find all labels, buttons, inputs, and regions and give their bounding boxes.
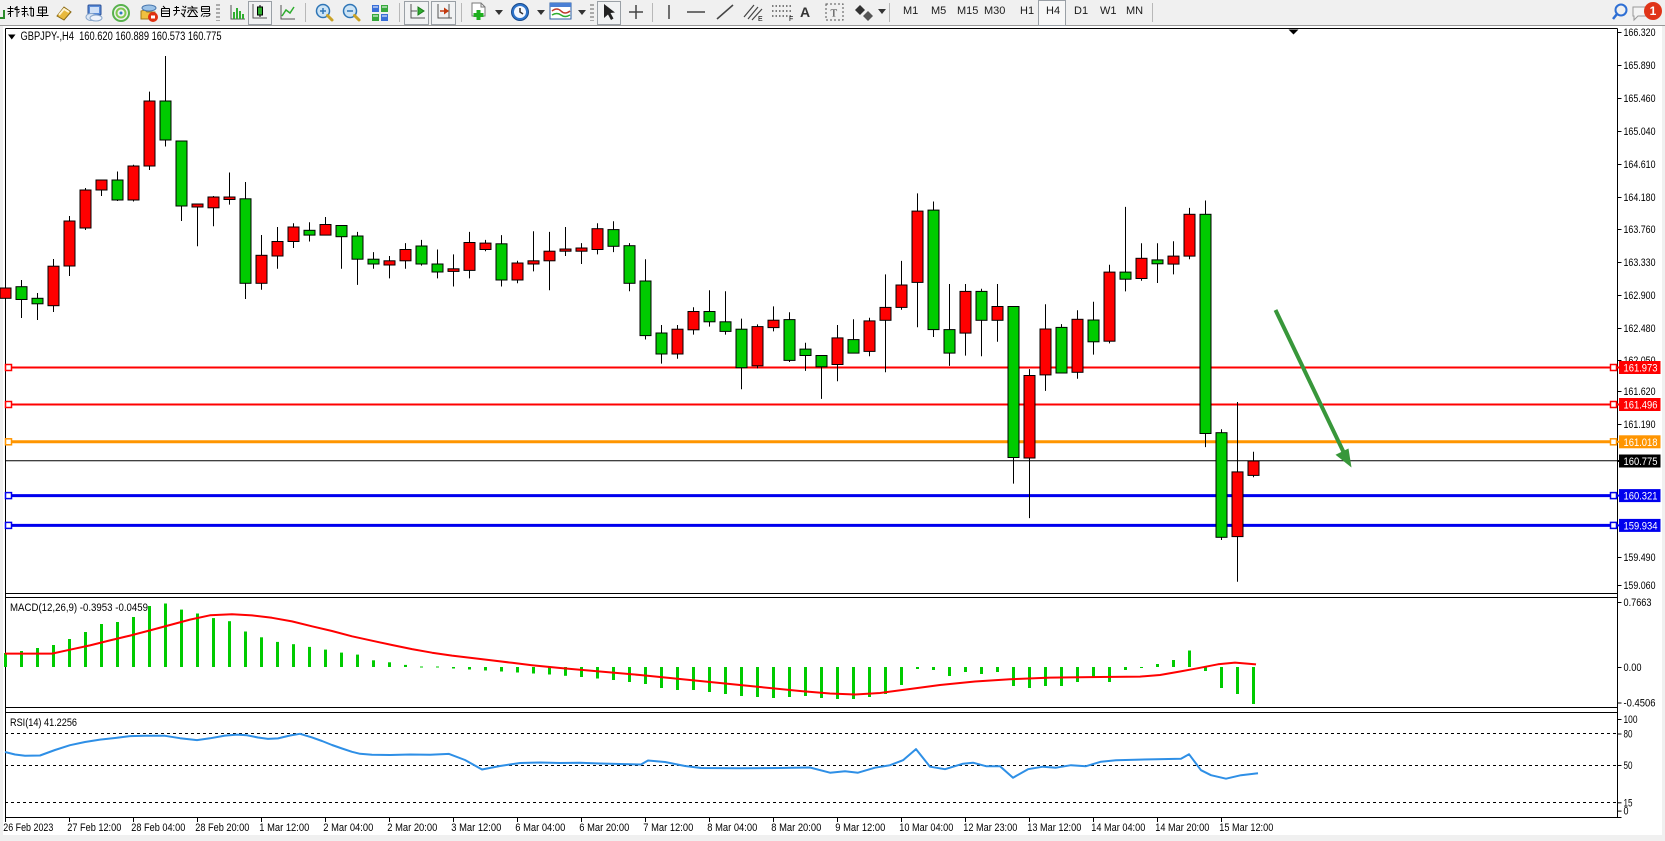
svg-text:161.973: 161.973: [1624, 363, 1658, 375]
svg-text:28 Feb 04:00: 28 Feb 04:00: [131, 822, 185, 834]
svg-text:F: F: [789, 16, 793, 22]
svg-text:160.321: 160.321: [1624, 491, 1658, 503]
svg-text:166.320: 166.320: [1624, 27, 1656, 39]
svg-text:12 Mar 23:00: 12 Mar 23:00: [963, 822, 1017, 834]
svg-text:2 Mar 04:00: 2 Mar 04:00: [323, 822, 373, 834]
svg-text:162.480: 162.480: [1624, 323, 1656, 335]
svg-text:161.496: 161.496: [1624, 400, 1658, 412]
svg-text:10 Mar 04:00: 10 Mar 04:00: [899, 822, 953, 834]
svg-text:T: T: [831, 8, 838, 20]
svg-text:0: 0: [1624, 806, 1629, 818]
svg-text:14 Mar 20:00: 14 Mar 20:00: [1155, 822, 1209, 834]
svg-text:7 Mar 12:00: 7 Mar 12:00: [643, 822, 693, 834]
svg-text:0.00: 0.00: [1624, 662, 1642, 674]
svg-text:1 Mar 12:00: 1 Mar 12:00: [259, 822, 309, 834]
svg-text:164.610: 164.610: [1624, 159, 1656, 171]
svg-text:163.330: 163.330: [1624, 257, 1656, 269]
svg-text:161.190: 161.190: [1624, 419, 1656, 431]
svg-text:RSI(14) 41.2256: RSI(14) 41.2256: [10, 717, 77, 729]
svg-text:8 Mar 04:00: 8 Mar 04:00: [707, 822, 757, 834]
svg-text:E: E: [758, 16, 763, 22]
svg-text:27 Feb 12:00: 27 Feb 12:00: [67, 822, 121, 834]
svg-text:161.620: 161.620: [1624, 386, 1656, 398]
svg-text:3 Mar 12:00: 3 Mar 12:00: [451, 822, 501, 834]
svg-text:100: 100: [1624, 714, 1638, 726]
svg-text:15 Mar 12:00: 15 Mar 12:00: [1219, 822, 1273, 834]
svg-text:14 Mar 04:00: 14 Mar 04:00: [1091, 822, 1145, 834]
svg-text:8 Mar 20:00: 8 Mar 20:00: [771, 822, 821, 834]
svg-text:159.490: 159.490: [1624, 552, 1656, 564]
svg-text:165.040: 165.040: [1624, 126, 1656, 138]
svg-text:6 Mar 04:00: 6 Mar 04:00: [515, 822, 565, 834]
svg-text:80: 80: [1624, 729, 1633, 741]
svg-text:GBPJPY-,H4 160.620 160.889 16: GBPJPY-,H4 160.620 160.889 160.573 160.7…: [21, 31, 222, 43]
svg-text:13 Mar 12:00: 13 Mar 12:00: [1027, 822, 1081, 834]
svg-text:159.060: 159.060: [1624, 580, 1656, 592]
svg-text:15: 15: [1624, 797, 1633, 809]
svg-text:0.7663: 0.7663: [1624, 597, 1652, 609]
svg-text:163.760: 163.760: [1624, 224, 1656, 236]
svg-text:159.934: 159.934: [1624, 520, 1658, 532]
svg-text:MACD(12,26,9) -0.3953 -0.0459: MACD(12,26,9) -0.3953 -0.0459: [10, 602, 148, 614]
svg-text:9 Mar 12:00: 9 Mar 12:00: [835, 822, 885, 834]
svg-text:165.460: 165.460: [1624, 93, 1656, 105]
svg-text:160.775: 160.775: [1624, 456, 1658, 468]
svg-text:26 Feb 2023: 26 Feb 2023: [3, 822, 53, 834]
svg-text:164.180: 164.180: [1624, 192, 1656, 204]
svg-text:165.890: 165.890: [1624, 60, 1656, 72]
svg-text:28 Feb 20:00: 28 Feb 20:00: [195, 822, 249, 834]
svg-text:-0.4506: -0.4506: [1624, 698, 1656, 710]
svg-text:2 Mar 20:00: 2 Mar 20:00: [387, 822, 437, 834]
svg-text:162.900: 162.900: [1624, 290, 1656, 302]
svg-text:161.018: 161.018: [1624, 437, 1658, 449]
svg-text:6 Mar 20:00: 6 Mar 20:00: [579, 822, 629, 834]
svg-text:50: 50: [1624, 760, 1633, 772]
